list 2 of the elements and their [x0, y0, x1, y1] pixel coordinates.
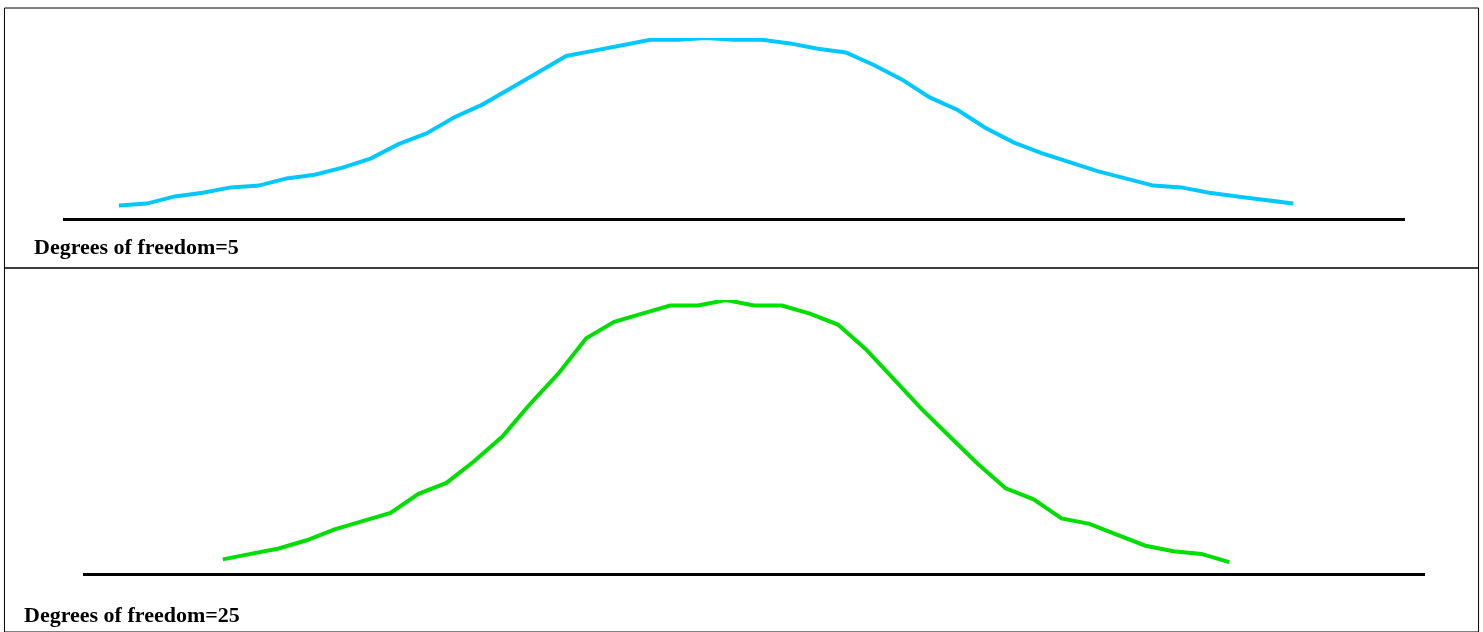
text: Degrees of freedom=5: [34, 234, 239, 259]
text: Degrees of freedom=25: [24, 602, 240, 627]
